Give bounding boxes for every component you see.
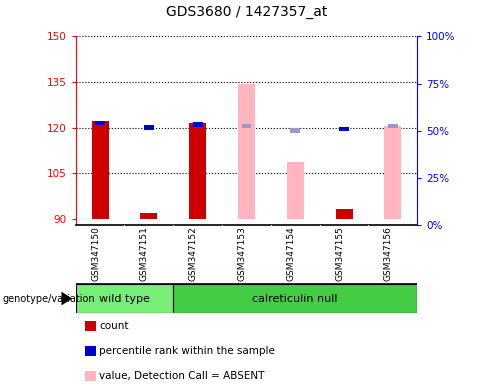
Bar xyxy=(336,209,353,218)
Bar xyxy=(76,284,173,313)
Text: value, Detection Call = ABSENT: value, Detection Call = ABSENT xyxy=(99,371,264,381)
Bar xyxy=(92,121,108,218)
Text: calreticulin null: calreticulin null xyxy=(252,293,338,304)
Bar xyxy=(189,123,206,218)
Text: count: count xyxy=(99,321,128,331)
Bar xyxy=(193,122,203,127)
Text: GSM347150: GSM347150 xyxy=(91,227,100,281)
Text: genotype/variation: genotype/variation xyxy=(2,293,95,304)
Bar xyxy=(238,84,255,218)
Bar xyxy=(385,126,402,218)
Bar xyxy=(95,121,105,125)
Text: GSM347151: GSM347151 xyxy=(140,227,149,281)
Polygon shape xyxy=(61,292,72,305)
Text: GSM347154: GSM347154 xyxy=(286,227,295,281)
Text: GSM347156: GSM347156 xyxy=(384,227,393,281)
Text: GSM347155: GSM347155 xyxy=(335,227,344,281)
Bar xyxy=(141,212,158,218)
Bar xyxy=(290,128,300,133)
Text: GSM347152: GSM347152 xyxy=(189,227,198,281)
Text: GSM347153: GSM347153 xyxy=(238,227,246,281)
Bar xyxy=(144,126,154,130)
Bar xyxy=(242,124,251,128)
Text: GDS3680 / 1427357_at: GDS3680 / 1427357_at xyxy=(166,5,327,19)
Bar xyxy=(287,162,304,218)
Bar xyxy=(339,127,349,131)
Bar xyxy=(388,124,398,128)
Text: wild type: wild type xyxy=(99,293,150,304)
Text: percentile rank within the sample: percentile rank within the sample xyxy=(99,346,275,356)
Bar xyxy=(173,284,417,313)
